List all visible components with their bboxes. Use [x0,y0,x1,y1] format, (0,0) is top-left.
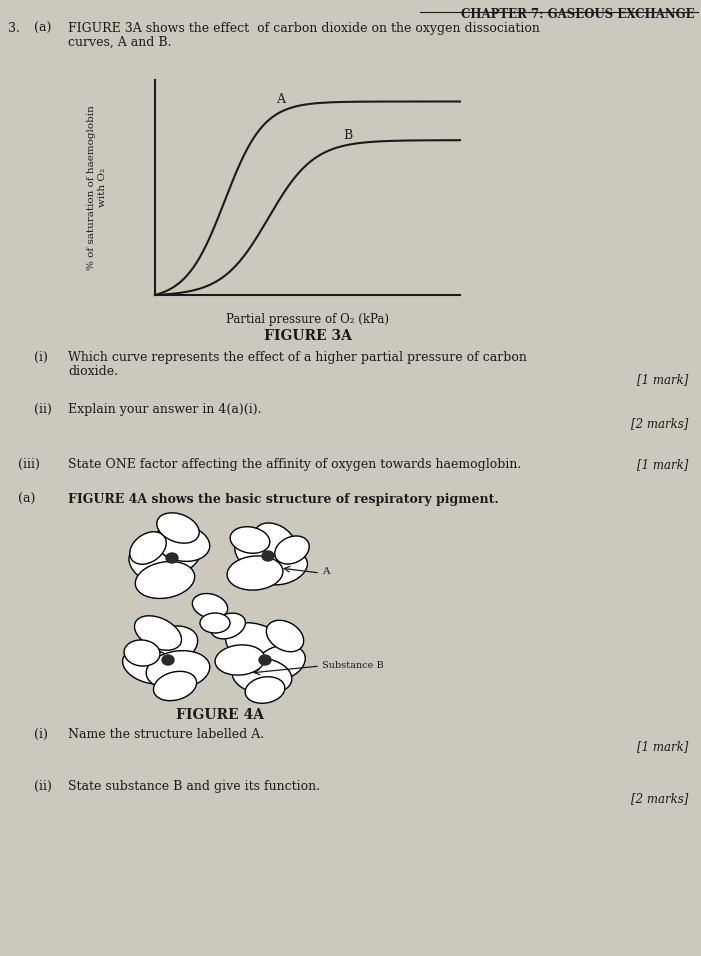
Ellipse shape [200,613,230,633]
Text: % of saturation of haemoglobin
with O₂: % of saturation of haemoglobin with O₂ [88,105,107,270]
Text: [1 mark]: [1 mark] [637,373,688,386]
Ellipse shape [262,551,274,561]
Ellipse shape [235,533,295,578]
Text: [1 mark]: [1 mark] [637,740,688,753]
Text: [2 marks]: [2 marks] [631,417,688,430]
Ellipse shape [266,620,304,652]
Text: FIGURE 3A: FIGURE 3A [264,329,351,343]
Ellipse shape [166,553,178,563]
Ellipse shape [227,555,283,590]
Text: 3.: 3. [8,22,20,35]
Ellipse shape [232,658,292,694]
Text: B: B [343,129,353,142]
Text: curves, A and B.: curves, A and B. [68,36,172,49]
Ellipse shape [135,616,182,650]
Ellipse shape [210,613,245,639]
Text: [1 mark]: [1 mark] [637,458,688,471]
Ellipse shape [129,548,175,585]
Ellipse shape [154,525,210,561]
Text: Which curve represents the effect of a higher partial pressure of carbon: Which curve represents the effect of a h… [68,351,527,364]
Ellipse shape [192,594,228,619]
Ellipse shape [130,532,166,564]
Ellipse shape [135,532,202,580]
Text: (ii): (ii) [34,403,52,416]
Ellipse shape [135,561,195,598]
Text: (i): (i) [34,351,48,364]
Text: (a): (a) [18,493,35,506]
Ellipse shape [132,626,198,670]
Text: A: A [322,567,329,576]
Text: FIGURE 3A shows the effect  of carbon dioxide on the oxygen dissociation: FIGURE 3A shows the effect of carbon dio… [68,22,540,35]
Ellipse shape [245,677,285,704]
Text: [2 marks]: [2 marks] [631,792,688,805]
Text: FIGURE 4A shows the basic structure of respiratory pigment.: FIGURE 4A shows the basic structure of r… [68,493,498,506]
Ellipse shape [226,622,290,669]
Ellipse shape [275,536,309,564]
Text: State ONE factor affecting the affinity of oxygen towards haemoglobin.: State ONE factor affecting the affinity … [68,458,522,471]
Text: A: A [276,93,285,106]
Ellipse shape [147,651,210,689]
Text: State substance B and give its function.: State substance B and give its function. [68,780,320,793]
Text: Partial pressure of O₂ (kPa): Partial pressure of O₂ (kPa) [226,313,389,326]
Ellipse shape [230,527,270,554]
Ellipse shape [154,671,196,701]
Ellipse shape [162,655,174,665]
Ellipse shape [124,640,160,666]
Text: FIGURE 4A: FIGURE 4A [176,708,264,722]
Text: (a): (a) [34,22,51,35]
Ellipse shape [215,645,265,675]
Text: (iii): (iii) [18,458,40,471]
Ellipse shape [259,655,271,665]
Text: Name the structure labelled A.: Name the structure labelled A. [68,728,264,741]
Text: dioxide.: dioxide. [68,365,118,378]
Text: Explain your answer in 4(a)(i).: Explain your answer in 4(a)(i). [68,403,261,416]
Text: (i): (i) [34,728,48,741]
Ellipse shape [254,523,296,557]
Text: Substance B: Substance B [322,662,383,670]
Ellipse shape [257,552,308,585]
Text: (ii): (ii) [34,780,52,793]
Ellipse shape [157,512,199,543]
Ellipse shape [254,645,305,681]
Text: CHAPTER 7: GASEOUS EXCHANGE: CHAPTER 7: GASEOUS EXCHANGE [461,8,695,21]
Ellipse shape [123,648,177,684]
